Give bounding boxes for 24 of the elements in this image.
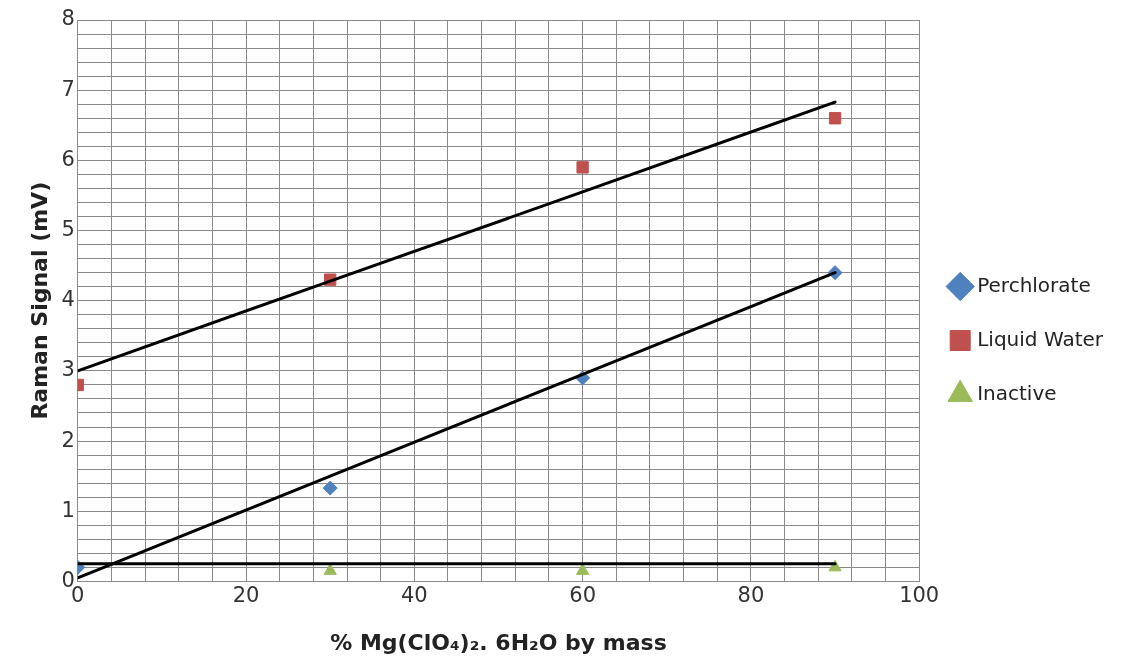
y-tick-label: 4 xyxy=(61,287,75,312)
y-tick-label: 3 xyxy=(61,357,75,382)
y-tick-label: 5 xyxy=(61,216,75,241)
y-tick-label: 6 xyxy=(61,146,75,171)
legend-label: Liquid Water xyxy=(977,326,1104,351)
line-series xyxy=(77,100,837,373)
x-tick-label: 20 xyxy=(232,583,260,608)
point xyxy=(576,563,590,575)
y-tick-label: 8 xyxy=(61,6,75,31)
point xyxy=(576,161,589,174)
point xyxy=(323,563,337,575)
y-axis-title: Raman Signal (mV) xyxy=(26,181,52,420)
point xyxy=(322,480,338,496)
x-tick-label: 60 xyxy=(569,583,596,608)
legend-label: Perchlorate xyxy=(977,272,1091,297)
y-tick-label: 2 xyxy=(61,427,75,452)
point xyxy=(828,112,842,125)
legend-label: Inactive xyxy=(977,380,1057,405)
y-tick-label: 7 xyxy=(61,76,75,101)
x-tick-label: 40 xyxy=(400,583,428,608)
x-axis-title: % Mg(ClO₄)₂. 6H₂O by mass xyxy=(330,629,667,655)
x-tick-label: 100 xyxy=(899,583,940,608)
x-tick-label: 80 xyxy=(737,583,765,608)
y-tick-label: 1 xyxy=(61,497,75,522)
